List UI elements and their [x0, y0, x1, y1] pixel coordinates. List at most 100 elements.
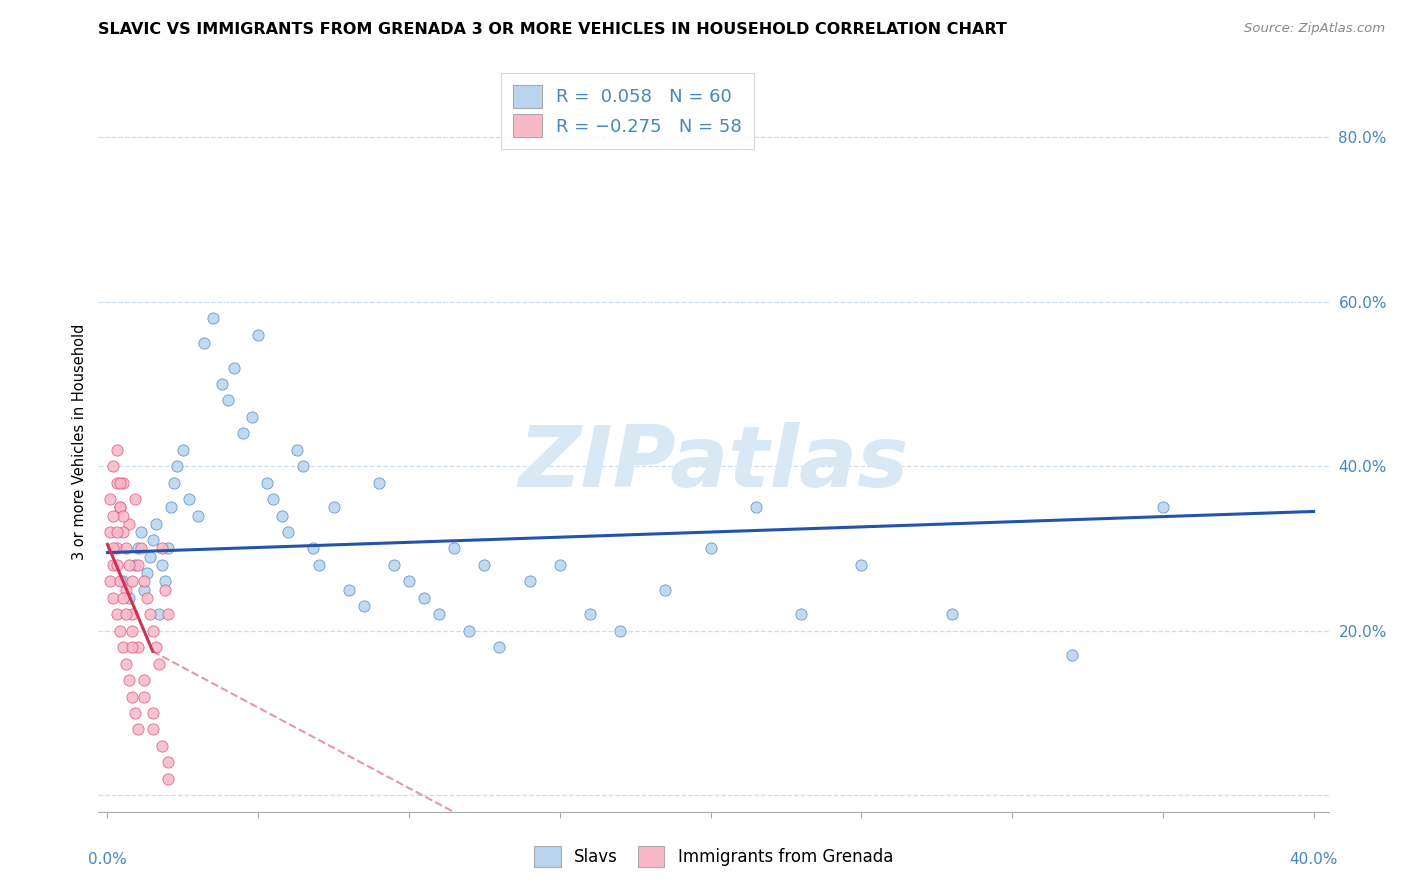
Point — [138, 549, 160, 564]
Point — [177, 492, 200, 507]
Point — [367, 475, 389, 490]
Point — [127, 723, 149, 737]
Point — [382, 558, 405, 572]
Point — [127, 558, 149, 572]
Point — [142, 706, 165, 720]
Point — [135, 591, 157, 605]
Point — [117, 673, 139, 687]
Point — [156, 541, 179, 556]
Point — [159, 500, 181, 515]
Point — [105, 475, 128, 490]
Point — [114, 541, 136, 556]
Point — [790, 607, 813, 622]
Point — [103, 591, 125, 605]
Point — [108, 500, 131, 515]
Point — [548, 558, 571, 572]
Point — [211, 376, 233, 391]
Point — [142, 723, 165, 737]
Point — [745, 500, 768, 515]
Point — [163, 475, 186, 490]
Point — [111, 591, 134, 605]
Point — [108, 475, 131, 490]
Point — [124, 706, 146, 720]
Point — [129, 541, 152, 556]
Point — [187, 508, 209, 523]
Point — [111, 640, 134, 655]
Point — [474, 558, 496, 572]
Point — [150, 541, 173, 556]
Point — [301, 541, 323, 556]
Point — [201, 311, 224, 326]
Point — [240, 409, 263, 424]
Point — [271, 508, 294, 523]
Point — [156, 607, 179, 622]
Point — [277, 524, 299, 539]
Point — [1062, 648, 1084, 663]
Point — [699, 541, 721, 556]
Text: 0.0%: 0.0% — [89, 853, 127, 867]
Point — [132, 582, 155, 597]
Point — [121, 690, 143, 704]
Point — [150, 558, 173, 572]
Point — [292, 459, 315, 474]
Point — [114, 582, 136, 597]
Point — [353, 599, 375, 613]
Point — [150, 739, 173, 753]
Point — [138, 607, 160, 622]
Point — [111, 475, 134, 490]
Point — [256, 475, 278, 490]
Point — [100, 492, 122, 507]
Point — [287, 442, 309, 457]
Point — [117, 591, 139, 605]
Point — [153, 574, 176, 589]
Point — [413, 591, 436, 605]
Point — [114, 607, 136, 622]
Point — [262, 492, 284, 507]
Point — [654, 582, 676, 597]
Text: Source: ZipAtlas.com: Source: ZipAtlas.com — [1244, 22, 1385, 36]
Point — [488, 640, 510, 655]
Point — [941, 607, 963, 622]
Point — [142, 533, 165, 548]
Text: SLAVIC VS IMMIGRANTS FROM GRENADA 3 OR MORE VEHICLES IN HOUSEHOLD CORRELATION CH: SLAVIC VS IMMIGRANTS FROM GRENADA 3 OR M… — [98, 22, 1007, 37]
Point — [145, 516, 167, 531]
Point — [153, 582, 176, 597]
Point — [132, 690, 155, 704]
Point — [121, 574, 143, 589]
Point — [443, 541, 465, 556]
Point — [337, 582, 360, 597]
Point — [172, 442, 194, 457]
Point — [103, 508, 125, 523]
Point — [105, 541, 128, 556]
Point — [105, 442, 128, 457]
Point — [129, 524, 152, 539]
Point — [232, 426, 254, 441]
Point — [166, 459, 188, 474]
Point — [247, 327, 270, 342]
Y-axis label: 3 or more Vehicles in Household: 3 or more Vehicles in Household — [72, 324, 87, 559]
Point — [117, 516, 139, 531]
Point — [117, 558, 139, 572]
Point — [519, 574, 541, 589]
Point — [217, 393, 239, 408]
Point — [124, 492, 146, 507]
Point — [124, 558, 146, 572]
Point — [100, 524, 122, 539]
Point — [108, 624, 131, 638]
Point — [579, 607, 602, 622]
Point — [114, 657, 136, 671]
Point — [142, 624, 165, 638]
Point — [148, 657, 170, 671]
Point — [100, 574, 122, 589]
Point — [156, 756, 179, 770]
Point — [851, 558, 873, 572]
Point — [127, 640, 149, 655]
Point — [427, 607, 450, 622]
Point — [111, 524, 134, 539]
Point — [108, 500, 131, 515]
Point — [148, 607, 170, 622]
Point — [308, 558, 330, 572]
Legend: Slavs, Immigrants from Grenada: Slavs, Immigrants from Grenada — [527, 839, 900, 874]
Point — [121, 624, 143, 638]
Point — [1152, 500, 1174, 515]
